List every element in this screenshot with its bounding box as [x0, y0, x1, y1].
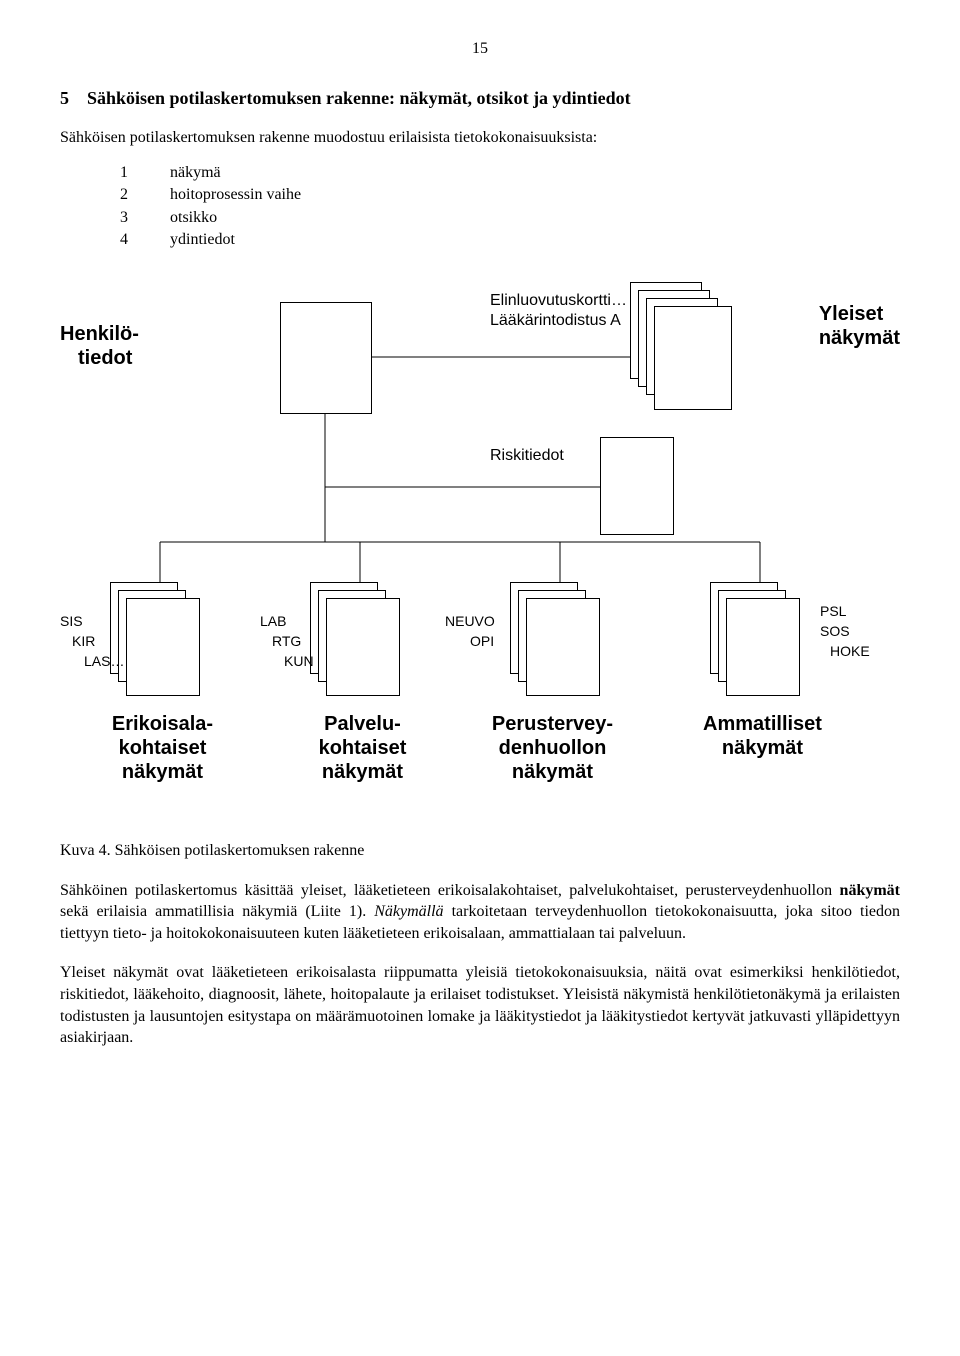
numbered-list: 1 näkymä 2 hoitoprosessin vaihe 3 otsikk… [120, 162, 900, 252]
list-number: 4 [120, 229, 140, 251]
section-heading: 5 Sähköisen potilaskertomuksen rakenne: … [60, 88, 900, 109]
g4-label-a: PSL [820, 602, 846, 620]
para1-a: Sähköinen potilaskertomus käsittää yleis… [60, 882, 840, 899]
risk-box [600, 437, 674, 535]
g3-label-b: OPI [470, 632, 494, 650]
list-number: 2 [120, 184, 140, 206]
list-item: 3 otsikko [120, 207, 900, 229]
category-4-label: Ammatilliset näkymät [675, 712, 850, 760]
para1-bold: näkymät [840, 882, 900, 899]
list-text: ydintiedot [170, 229, 235, 251]
henkilo-label: Henkilö- tiedot [60, 322, 139, 370]
g3-label-a: NEUVO [445, 612, 495, 630]
list-item: 4 ydintiedot [120, 229, 900, 251]
intro-paragraph: Sähköisen potilaskertomuksen rakenne muo… [60, 129, 900, 147]
para1-italic: Näkymällä [374, 903, 443, 920]
cat1-line2: kohtaiset [80, 736, 245, 760]
root-box [280, 302, 372, 414]
risk-label: Riskitiedot [490, 447, 564, 465]
cat2-line2: kohtaiset [280, 736, 445, 760]
g2-label-c: KUN [284, 652, 314, 670]
cat4-line1: Ammatilliset [675, 712, 850, 736]
docs-label-2: Lääkärintodistus A [490, 312, 621, 330]
section-title-text: Sähköisen potilaskertomuksen rakenne: nä… [87, 88, 631, 108]
list-item: 1 näkymä [120, 162, 900, 184]
g4-label-b: SOS [820, 622, 850, 640]
stack-box [126, 598, 200, 696]
g4-label-c: HOKE [830, 642, 870, 660]
g1-label-b: KIR [72, 632, 95, 650]
list-text: hoitoprosessin vaihe [170, 184, 301, 206]
stack-box [726, 598, 800, 696]
g2-label-a: LAB [260, 612, 286, 630]
stack-box [326, 598, 400, 696]
cat4-line2: näkymät [675, 736, 850, 760]
cat1-line1: Erikoisala- [80, 712, 245, 736]
henkilo-label-line2: tiedot [78, 346, 139, 370]
yleiset-label-line2: näkymät [819, 326, 900, 350]
section-number: 5 [60, 88, 69, 108]
para1-b: sekä erilaisia ammatillisia näkymiä (Lii… [60, 903, 374, 920]
body-paragraph-2: Yleiset näkymät ovat lääketieteen erikoi… [60, 962, 900, 1048]
cat2-line3: näkymät [280, 760, 445, 784]
category-1-label: Erikoisala- kohtaiset näkymät [80, 712, 245, 784]
category-3-label: Perustervey- denhuollon näkymät [465, 712, 640, 784]
structure-diagram: Henkilö- tiedot Elinluovutuskortti… Lääk… [60, 282, 900, 822]
list-item: 2 hoitoprosessin vaihe [120, 184, 900, 206]
list-number: 3 [120, 207, 140, 229]
figure-caption: Kuva 4. Sähköisen potilaskertomuksen rak… [60, 842, 900, 860]
yleiset-label: Yleiset näkymät [819, 302, 900, 350]
cat3-line3: näkymät [465, 760, 640, 784]
cat3-line1: Perustervey- [465, 712, 640, 736]
stack-box [654, 306, 732, 410]
stack-box [526, 598, 600, 696]
category-2-label: Palvelu- kohtaiset näkymät [280, 712, 445, 784]
list-text: näkymä [170, 162, 221, 184]
docs-label-1: Elinluovutuskortti… [490, 292, 627, 310]
cat3-line2: denhuollon [465, 736, 640, 760]
body-paragraph-1: Sähköinen potilaskertomus käsittää yleis… [60, 880, 900, 945]
list-number: 1 [120, 162, 140, 184]
page-number: 15 [60, 40, 900, 58]
cat2-line1: Palvelu- [280, 712, 445, 736]
g2-label-b: RTG [272, 632, 301, 650]
list-text: otsikko [170, 207, 217, 229]
g1-label-a: SIS [60, 612, 83, 630]
cat1-line3: näkymät [80, 760, 245, 784]
henkilo-label-line1: Henkilö- [60, 322, 139, 346]
g1-label-c: LAS… [84, 652, 124, 670]
yleiset-label-line1: Yleiset [819, 302, 900, 326]
